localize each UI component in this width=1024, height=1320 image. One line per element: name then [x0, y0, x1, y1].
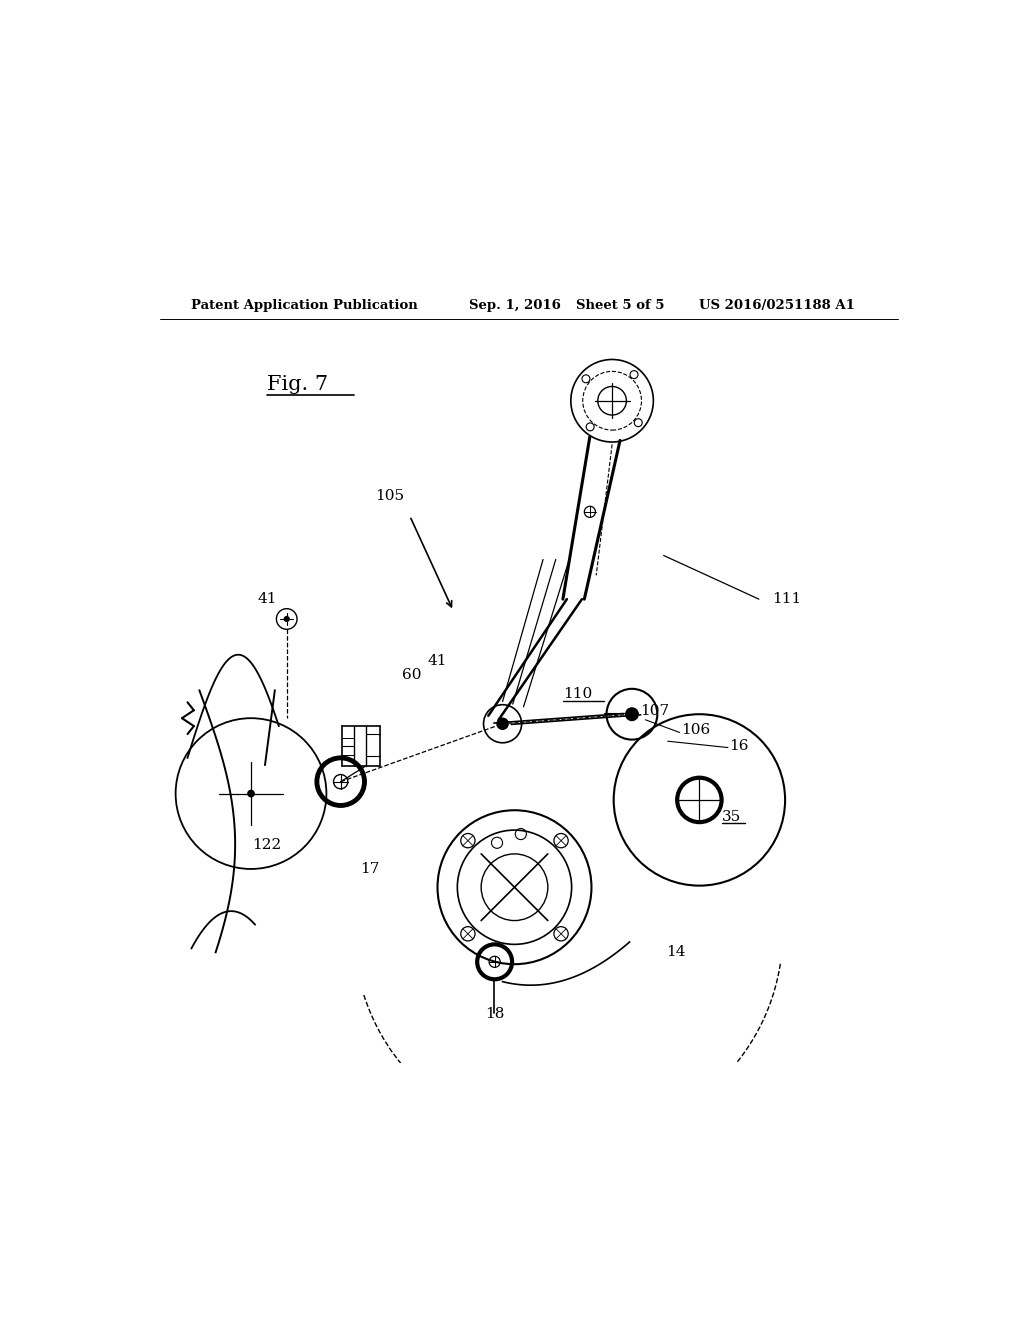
Text: 60: 60 — [402, 668, 422, 681]
Text: Fig. 7: Fig. 7 — [267, 375, 328, 395]
Text: 105: 105 — [376, 488, 404, 503]
Circle shape — [248, 791, 254, 797]
Text: 110: 110 — [563, 688, 592, 701]
Text: 106: 106 — [681, 723, 711, 737]
Circle shape — [497, 718, 508, 729]
Text: Sheet 5 of 5: Sheet 5 of 5 — [577, 300, 665, 312]
Text: 14: 14 — [666, 945, 685, 960]
Text: 107: 107 — [640, 704, 669, 718]
Circle shape — [626, 708, 638, 721]
Text: 111: 111 — [772, 593, 802, 606]
Text: 122: 122 — [252, 838, 282, 853]
Text: Sep. 1, 2016: Sep. 1, 2016 — [469, 300, 561, 312]
Text: 18: 18 — [485, 1007, 505, 1022]
Text: 41: 41 — [428, 653, 447, 668]
Text: US 2016/0251188 A1: US 2016/0251188 A1 — [699, 300, 855, 312]
Text: 16: 16 — [729, 739, 749, 752]
Text: Patent Application Publication: Patent Application Publication — [191, 300, 418, 312]
Text: 35: 35 — [722, 810, 740, 825]
Text: 17: 17 — [360, 862, 380, 876]
Text: 41: 41 — [257, 593, 276, 606]
Circle shape — [285, 616, 289, 622]
